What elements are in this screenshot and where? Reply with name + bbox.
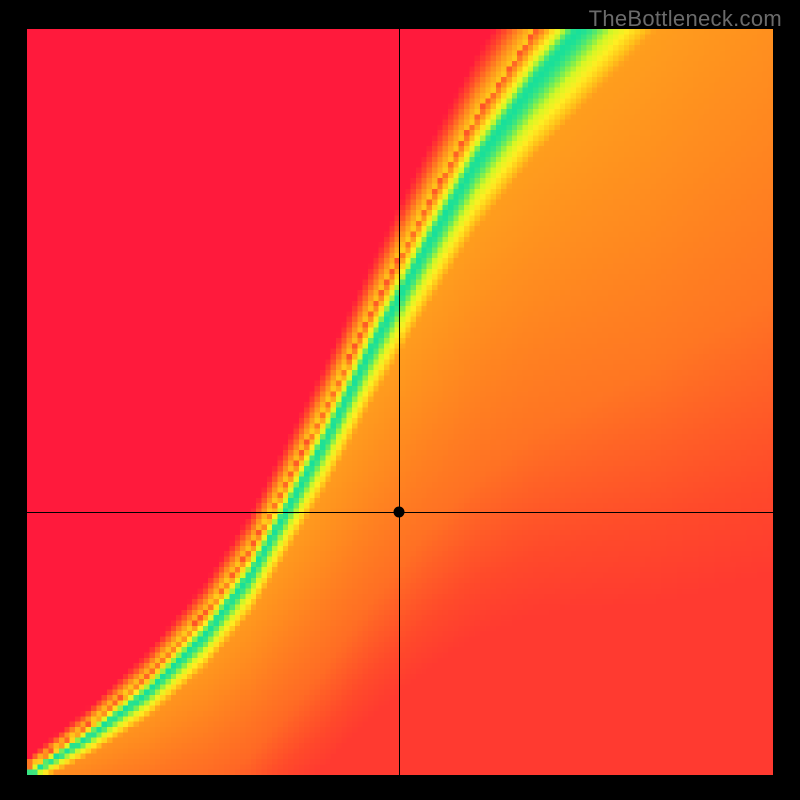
chart-container: TheBottleneck.com: [0, 0, 800, 800]
heatmap-canvas-wrap: [27, 29, 773, 775]
heatmap-canvas: [27, 29, 773, 775]
watermark-text: TheBottleneck.com: [589, 6, 782, 32]
plot-area: [27, 29, 773, 775]
marker-dot: [393, 506, 404, 517]
crosshair-vertical: [399, 29, 400, 775]
